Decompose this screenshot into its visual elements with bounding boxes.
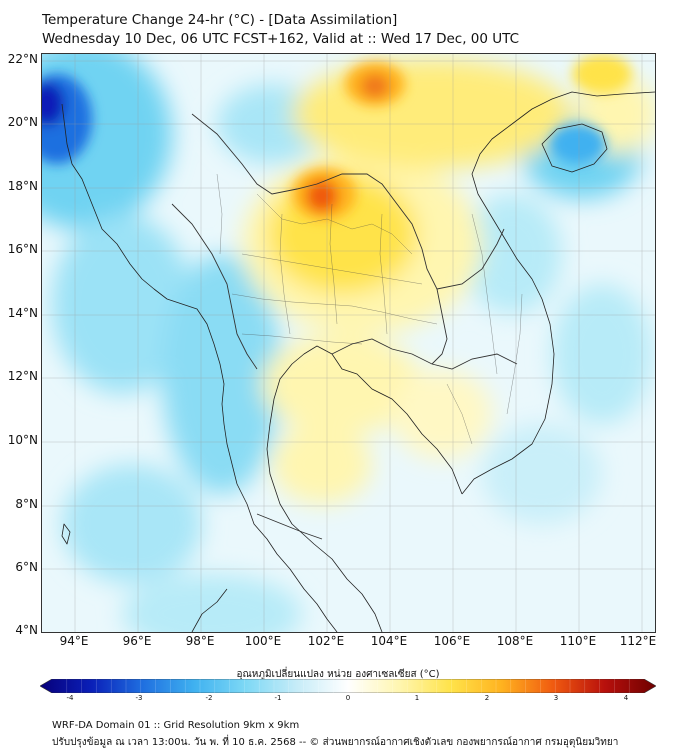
- lon-label-96e: 96°E: [122, 634, 152, 648]
- lon-label-106e: 106°E: [433, 634, 471, 648]
- lat-label-16n: 16°N: [7, 242, 38, 256]
- colorbar-tick: -1: [274, 694, 282, 702]
- lat-label-8n: 8°N: [15, 497, 38, 511]
- colorbar-tick: -2: [205, 694, 213, 702]
- lat-label-14n: 14°N: [7, 306, 38, 320]
- lon-label-108e: 108°E: [496, 634, 534, 648]
- colorbar-label: อุณหภูมิเปลี่ยนแปลง หน่วย องศาเซลเซียส (…: [236, 669, 440, 680]
- lon-label-112e: 112°E: [619, 634, 657, 648]
- lat-label-4n: 4°N: [15, 623, 38, 637]
- temperature-field: [42, 54, 655, 632]
- lat-label-12n: 12°N: [7, 369, 38, 383]
- lon-label-94e: 94°E: [59, 634, 89, 648]
- lat-label-22n: 22°N: [7, 52, 38, 66]
- gridlines: [42, 54, 655, 632]
- lon-label-102e: 102°E: [307, 634, 345, 648]
- map-panel[interactable]: [41, 53, 656, 633]
- province-borders: [216, 173, 523, 445]
- colorbar-tick: -4: [66, 694, 74, 702]
- colorbar-tick: 0: [345, 694, 351, 702]
- lon-label-100e: 100°E: [244, 634, 282, 648]
- lon-label-104e: 104°E: [370, 634, 408, 648]
- colorbar-tick: 3: [553, 694, 559, 702]
- lat-label-20n: 20°N: [7, 115, 38, 129]
- map-subtitle: Wednesday 10 Dec, 06 UTC FCST+162, Valid…: [42, 31, 520, 47]
- colorbar-tick: 1: [414, 694, 420, 702]
- colorbar-tick: 4: [623, 694, 629, 702]
- colorbar-tick: -3: [135, 694, 143, 702]
- map-title: Temperature Change 24-hr (°C) - [Data As…: [42, 12, 398, 28]
- lon-label-98e: 98°E: [185, 634, 215, 648]
- lat-label-10n: 10°N: [7, 433, 38, 447]
- country-borders: [171, 113, 518, 540]
- lat-label-18n: 18°N: [7, 179, 38, 193]
- colorbar: [40, 679, 656, 693]
- colorbar-tick: 2: [484, 694, 490, 702]
- lat-label-6n: 6°N: [15, 560, 38, 574]
- lon-label-110e: 110°E: [559, 634, 597, 648]
- footer-model-info: WRF-DA Domain 01 :: Grid Resolution 9km …: [52, 720, 300, 731]
- footer-credit: ปรับปรุงข้อมูล ณ เวลา 13:00น. วัน พ. ที่…: [52, 737, 619, 748]
